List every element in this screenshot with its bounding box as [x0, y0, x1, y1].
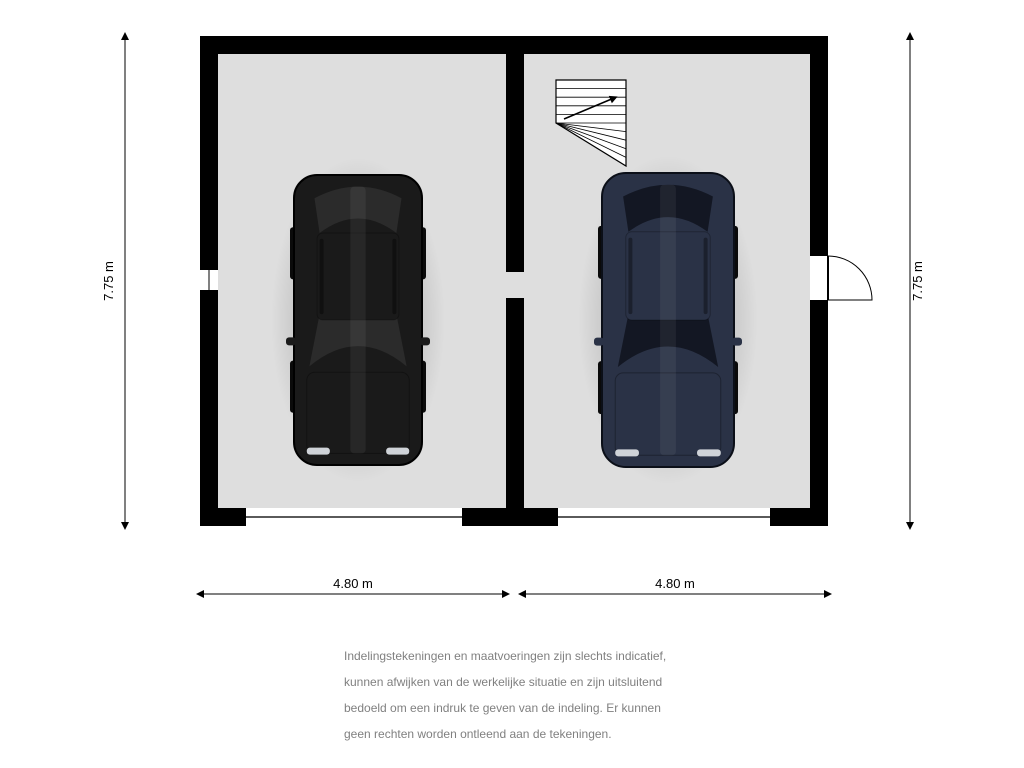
svg-text:7.75 m: 7.75 m: [101, 261, 116, 301]
svg-text:7.75 m: 7.75 m: [910, 261, 925, 301]
dimension-horizontal: 4.80 m: [200, 576, 506, 594]
svg-text:kunnen afwijken van de werkeli: kunnen afwijken van de werkelijke situat…: [344, 675, 662, 689]
car-left: [271, 158, 445, 483]
svg-text:4.80 m: 4.80 m: [333, 576, 373, 591]
svg-text:4.80 m: 4.80 m: [655, 576, 695, 591]
floorplan-canvas: 7.75 m 7.75 m 4.80 m 4.80 m Indelingstekenin…: [0, 0, 1024, 768]
car-right: [578, 155, 758, 484]
svg-text:geen rechten worden ontleend a: geen rechten worden ontleend aan de teke…: [344, 727, 612, 741]
dimension-vertical: 7.75 m: [101, 36, 125, 526]
dimension-vertical: 7.75 m: [910, 36, 925, 526]
dimension-horizontal: 4.80 m: [522, 576, 828, 594]
svg-text:Indelingstekeningen en maatvoe: Indelingstekeningen en maatvoeringen zij…: [344, 649, 666, 663]
svg-text:bedoeld om een indruk te geven: bedoeld om een indruk te geven van de in…: [344, 701, 661, 715]
disclaimer-text: Indelingstekeningen en maatvoeringen zij…: [344, 649, 666, 741]
